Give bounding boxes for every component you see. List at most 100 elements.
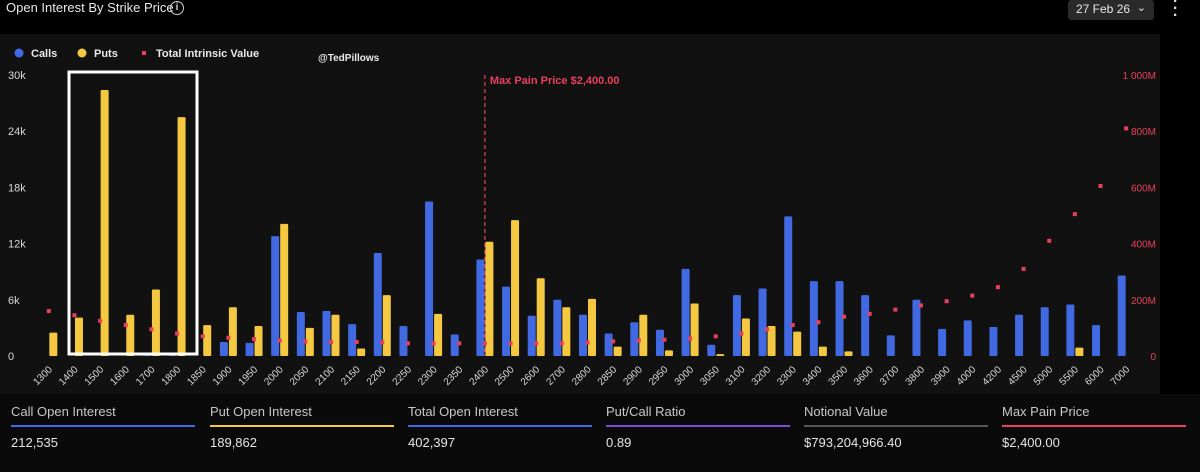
intrinsic-dot[interactable] [636,338,641,343]
bar-calls[interactable] [732,295,741,356]
bar-calls[interactable] [809,281,818,356]
bar-puts[interactable] [1075,347,1084,356]
intrinsic-dot[interactable] [611,339,616,344]
bar-calls[interactable] [399,326,408,356]
intrinsic-dot[interactable] [431,341,436,346]
bar-puts[interactable] [49,332,58,356]
intrinsic-dot[interactable] [585,340,590,345]
bar-puts[interactable] [511,220,520,356]
intrinsic-dot[interactable] [842,314,847,319]
intrinsic-dot[interactable] [328,339,333,344]
intrinsic-dot[interactable] [380,340,385,345]
bar-calls[interactable] [425,201,434,356]
intrinsic-dot[interactable] [46,309,51,314]
intrinsic-dot[interactable] [252,337,257,342]
intrinsic-dot[interactable] [457,341,462,346]
bar-calls[interactable] [296,311,305,356]
legend-intrinsic-label[interactable]: Total Intrinsic Value [156,48,259,60]
intrinsic-dot[interactable] [1021,266,1026,271]
bar-puts[interactable] [100,89,109,356]
bar-calls[interactable] [681,268,690,356]
bar-calls[interactable] [655,329,664,356]
bar-calls[interactable] [1015,314,1024,356]
bar-calls[interactable] [527,315,536,356]
intrinsic-dot[interactable] [508,341,513,346]
intrinsic-dot[interactable] [1072,212,1077,217]
bar-calls[interactable] [322,311,331,356]
intrinsic-dot[interactable] [816,320,821,325]
intrinsic-dot[interactable] [970,293,975,298]
bar-calls[interactable] [861,295,870,356]
more-menu-icon[interactable]: · · · [1172,0,1178,24]
intrinsic-dot[interactable] [405,341,410,346]
bar-puts[interactable] [716,354,725,356]
bar-puts[interactable] [203,325,212,356]
bar-puts[interactable] [690,303,699,356]
bar-calls[interactable] [450,334,459,356]
bar-puts[interactable] [588,298,596,356]
intrinsic-dot[interactable] [893,307,898,312]
intrinsic-dot[interactable] [98,318,103,323]
bar-calls[interactable] [963,320,972,356]
bar-puts[interactable] [818,346,827,356]
bar-calls[interactable] [630,322,639,356]
bar-calls[interactable] [579,314,587,356]
bar-calls[interactable] [219,341,228,356]
bar-calls[interactable] [758,288,767,356]
bar-puts[interactable] [613,346,622,356]
bar-calls[interactable] [476,259,485,356]
intrinsic-dot[interactable] [200,334,205,339]
intrinsic-dot[interactable] [175,331,180,336]
bar-calls[interactable] [835,281,844,356]
bar-calls[interactable] [1092,325,1101,356]
bar-calls[interactable] [989,326,998,356]
bar-calls[interactable] [604,333,613,356]
intrinsic-dot[interactable] [1047,238,1052,243]
bar-calls[interactable] [245,342,254,356]
intrinsic-dot[interactable] [354,339,359,344]
bar-puts[interactable] [536,278,545,356]
bar-puts[interactable] [254,326,263,356]
intrinsic-dot[interactable] [1098,183,1103,188]
intrinsic-dot[interactable] [277,338,282,343]
bar-calls[interactable] [1066,304,1075,356]
bar-calls[interactable] [886,335,895,356]
intrinsic-dot[interactable] [72,313,77,318]
intrinsic-dot[interactable] [662,337,667,342]
bar-puts[interactable] [357,348,366,356]
intrinsic-dot[interactable] [918,303,923,308]
bar-puts[interactable] [741,318,750,356]
date-selector[interactable]: 27 Feb 26 ⌄ [1068,0,1154,20]
bar-puts[interactable] [639,314,648,356]
intrinsic-dot[interactable] [123,323,128,328]
bar-puts[interactable] [331,314,340,356]
bar-calls[interactable] [553,299,562,356]
intrinsic-dot[interactable] [739,331,744,336]
intrinsic-dot[interactable] [149,327,154,332]
bar-puts[interactable] [485,241,494,356]
intrinsic-dot[interactable] [559,341,564,346]
intrinsic-dot[interactable] [226,335,231,340]
bar-puts[interactable] [382,295,391,356]
bar-puts[interactable] [177,117,186,357]
intrinsic-dot[interactable] [995,285,1000,290]
bar-puts[interactable] [126,314,135,356]
intrinsic-dot[interactable] [944,299,949,304]
bar-calls[interactable] [784,216,793,356]
intrinsic-dot[interactable] [867,311,872,316]
bar-puts[interactable] [434,313,443,356]
intrinsic-dot[interactable] [790,323,795,328]
intrinsic-dot[interactable] [534,341,539,346]
bar-puts[interactable] [793,331,802,356]
intrinsic-dot[interactable] [1124,126,1129,131]
bar-calls[interactable] [912,299,921,356]
intrinsic-dot[interactable] [765,327,770,332]
intrinsic-dot[interactable] [713,334,718,339]
bar-puts[interactable] [280,223,289,356]
legend-puts-label[interactable]: Puts [94,48,118,60]
bar-puts[interactable] [228,307,237,356]
bar-calls[interactable] [1040,307,1049,356]
bar-calls[interactable] [348,324,357,356]
info-icon[interactable]: i [170,1,184,15]
bar-puts[interactable] [305,327,314,356]
